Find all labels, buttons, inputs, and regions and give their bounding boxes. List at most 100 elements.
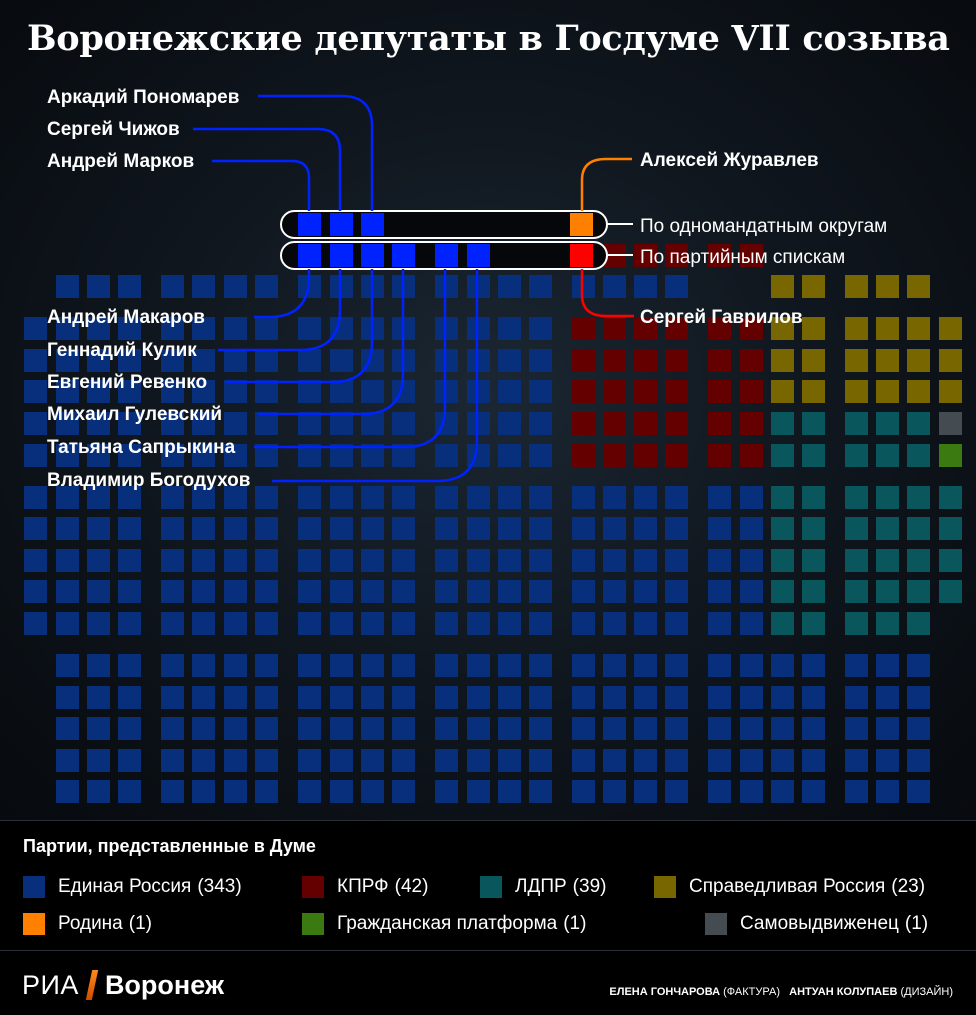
seat-united-russia	[118, 580, 141, 603]
seat-united-russia	[740, 549, 763, 572]
seat-ldpr	[939, 580, 962, 603]
seat-united-russia	[330, 412, 353, 435]
seat-united-russia	[56, 412, 79, 435]
seat-united-russia	[361, 580, 384, 603]
seat-united-russia	[161, 749, 184, 772]
deputy-label: Андрей Макаров	[47, 307, 205, 328]
seat-united-russia	[361, 654, 384, 677]
seat-kprf	[708, 349, 731, 372]
seat-ldpr	[845, 517, 868, 540]
seat-united-russia	[708, 517, 731, 540]
seat-ldpr	[802, 517, 825, 540]
seat-united-russia	[24, 612, 47, 635]
seat-united-russia	[298, 780, 321, 803]
seat-united-russia	[467, 317, 490, 340]
seat-kprf	[603, 349, 626, 372]
seat-united-russia	[224, 486, 247, 509]
seat-united-russia	[161, 275, 184, 298]
seat-united-russia	[802, 780, 825, 803]
seat-united-russia	[118, 275, 141, 298]
legend-label: Родина	[58, 913, 123, 934]
deputy-label: Андрей Марков	[47, 151, 194, 172]
seat-united-russia	[529, 412, 552, 435]
seat-kprf	[740, 444, 763, 467]
seat-united-russia	[603, 686, 626, 709]
seat-united-russia	[298, 380, 321, 403]
seat-united-russia	[572, 780, 595, 803]
seat-united-russia	[192, 717, 215, 740]
seat-ldpr	[876, 412, 899, 435]
seat-united-russia	[255, 612, 278, 635]
seat-sr	[771, 317, 794, 340]
seat-united-russia	[192, 275, 215, 298]
seat-sr	[771, 380, 794, 403]
seat-united-russia	[529, 686, 552, 709]
seat-united-russia	[498, 612, 521, 635]
seat-united-russia	[392, 717, 415, 740]
deputy-label: Евгений Ревенко	[47, 372, 207, 393]
seat-united-russia	[467, 580, 490, 603]
seat-united-russia	[56, 517, 79, 540]
seat-united-russia	[634, 654, 657, 677]
seat-ldpr	[845, 580, 868, 603]
seat-united-russia	[361, 380, 384, 403]
legend-title: Партии, представленные в Думе	[23, 836, 316, 856]
seat-sr	[845, 275, 868, 298]
seat-united-russia	[708, 580, 731, 603]
seat-ldpr	[802, 612, 825, 635]
seat-united-russia	[118, 749, 141, 772]
seat-united-russia	[498, 486, 521, 509]
seat-united-russia	[330, 549, 353, 572]
deputy-label: Алексей Журавлев	[640, 150, 819, 171]
seat-united-russia	[87, 412, 110, 435]
seat-united-russia	[56, 780, 79, 803]
seat-united-russia	[224, 317, 247, 340]
seat-united-russia	[192, 317, 215, 340]
seat-united-russia	[435, 654, 458, 677]
seat-united-russia	[435, 317, 458, 340]
seat-united-russia	[467, 749, 490, 772]
seat-kprf	[603, 444, 626, 467]
legend-count: (1)	[128, 913, 152, 934]
seat-united-russia	[118, 412, 141, 435]
legend-label: ЛДПР	[515, 876, 567, 897]
seat-united-russia	[498, 549, 521, 572]
seat-united-russia	[802, 749, 825, 772]
chart-background	[0, 0, 976, 820]
seat-united-russia	[529, 654, 552, 677]
seat-united-russia	[740, 517, 763, 540]
seat-united-russia	[24, 549, 47, 572]
seat-united-russia	[603, 580, 626, 603]
seat-united-russia	[467, 686, 490, 709]
seat-united-russia	[529, 275, 552, 298]
legend-item-united-russia: Единая Россия (343)	[23, 876, 242, 898]
seat-united-russia	[708, 686, 731, 709]
seat-kprf	[665, 412, 688, 435]
seat-united-russia	[907, 686, 930, 709]
seat-united-russia	[255, 686, 278, 709]
seat-united-russia	[467, 275, 490, 298]
legend-swatch-united-russia	[23, 876, 45, 898]
seat-voronezh-single-ur	[330, 213, 353, 236]
seat-map-chart: Аркадий Пономарев Сергей Чижов Андрей Марк…	[24, 87, 962, 803]
seat-united-russia	[87, 486, 110, 509]
connector-line	[218, 269, 342, 352]
seat-kprf	[740, 349, 763, 372]
seat-kprf	[740, 244, 763, 267]
seat-united-russia	[161, 412, 184, 435]
seat-united-russia	[435, 444, 458, 467]
seat-united-russia	[435, 580, 458, 603]
seat-kprf	[572, 444, 595, 467]
seat-united-russia	[740, 749, 763, 772]
connector-line	[258, 269, 405, 416]
seat-sr	[845, 349, 868, 372]
logo-ria-text: РИА	[22, 969, 79, 1000]
seat-united-russia	[435, 749, 458, 772]
seat-united-russia	[435, 275, 458, 298]
seat-united-russia	[634, 486, 657, 509]
seat-united-russia	[118, 717, 141, 740]
seat-united-russia	[330, 275, 353, 298]
seat-united-russia	[467, 780, 490, 803]
seat-ldpr	[771, 444, 794, 467]
seat-united-russia	[255, 717, 278, 740]
